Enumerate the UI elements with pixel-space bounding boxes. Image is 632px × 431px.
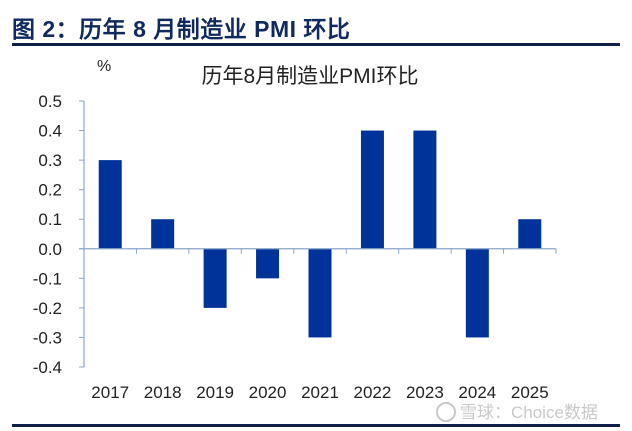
watermark-text: 雪球：Choice数据: [460, 403, 598, 422]
watermark: 雪球：Choice数据: [436, 398, 598, 423]
y-tick-label: 0.3: [38, 151, 62, 170]
bar-2025: [518, 219, 542, 249]
x-tick-label: 2022: [354, 383, 392, 402]
chart-title: 历年8月制造业PMI环比: [201, 65, 419, 88]
x-tick-label: 2023: [406, 383, 444, 402]
y-tick-label: 0.2: [38, 181, 62, 200]
y-tick-label: 0.5: [38, 92, 62, 111]
bar-2018: [151, 219, 175, 249]
y-tick-label: 0.0: [38, 240, 62, 259]
snowball-logo-icon: [436, 402, 456, 422]
bar-2020: [256, 248, 280, 279]
y-tick-label: -0.3: [33, 328, 62, 347]
bar-2022: [360, 130, 384, 249]
y-tick-label: -0.4: [33, 358, 62, 377]
bar-2023: [413, 130, 437, 249]
figure-caption: 图 2：历年 8 月制造业 PMI 环比: [12, 16, 351, 42]
x-tick-label: 2024: [458, 383, 496, 402]
y-tick-label: 0.1: [38, 210, 62, 229]
x-tick-label: 2019: [196, 383, 234, 402]
y-tick-label: 0.4: [38, 122, 62, 141]
bar-2017: [98, 160, 122, 249]
bottom-rule: [12, 424, 620, 427]
x-tick-label: 2021: [301, 383, 339, 402]
x-tick-label: 2020: [249, 383, 287, 402]
y-tick-label: -0.2: [33, 299, 62, 318]
bar-2024: [465, 248, 489, 338]
x-tick-label: 2018: [144, 383, 182, 402]
bar-2021: [308, 248, 332, 338]
bar-2019: [203, 248, 227, 308]
top-rule: [12, 43, 620, 46]
x-tick-label: 2025: [511, 383, 549, 402]
x-tick-label: 2017: [91, 383, 129, 402]
y-tick-label: -0.1: [33, 269, 62, 288]
y-axis-unit: %: [97, 58, 112, 75]
